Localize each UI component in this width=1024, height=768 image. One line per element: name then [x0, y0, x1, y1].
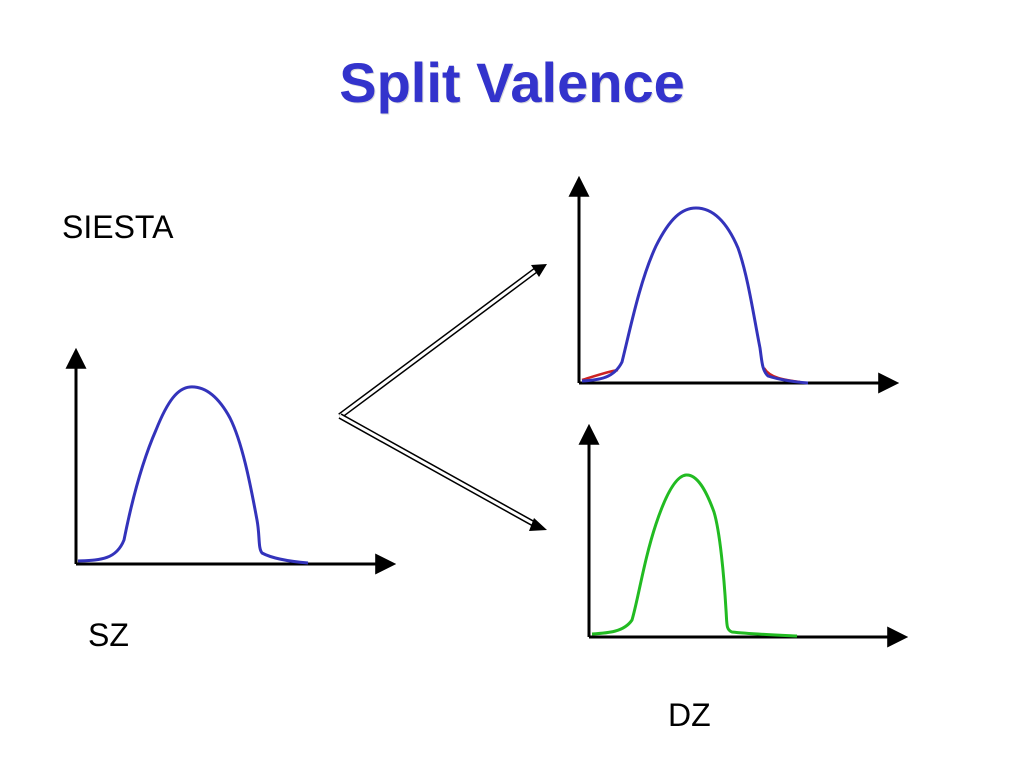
split-arrow-icon [338, 264, 547, 531]
sz-plot [65, 347, 397, 575]
dz-label: DZ [668, 697, 711, 733]
siesta-label: SIESTA [62, 209, 174, 245]
slide-title: Split Valence [339, 51, 685, 114]
dz-bottom-curve [591, 473, 798, 638]
sz-curve [77, 385, 309, 565]
dz-bottom-plot [578, 423, 909, 648]
sz-label: SZ [88, 617, 129, 653]
dz-top-curve [581, 206, 809, 385]
dz-top-plot [568, 175, 900, 394]
